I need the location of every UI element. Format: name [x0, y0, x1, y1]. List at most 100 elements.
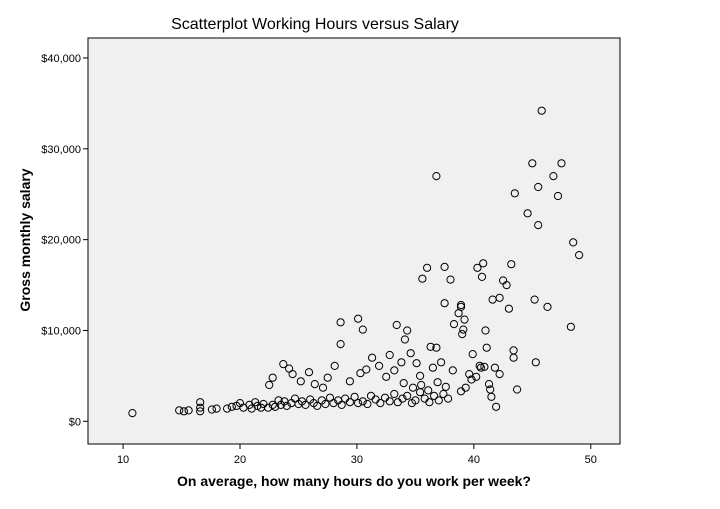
data-point [495, 293, 504, 302]
data-point [495, 370, 504, 379]
data-point [461, 383, 470, 392]
data-point [403, 391, 412, 400]
chart-title: Scatterplot Working Hours versus Salary [171, 16, 459, 33]
data-point [440, 299, 449, 308]
data-point [356, 369, 365, 378]
data-point [196, 398, 205, 407]
data-point [459, 325, 468, 334]
data-point [566, 322, 576, 331]
data-point [175, 406, 184, 415]
data-point [423, 263, 432, 272]
data-point [212, 404, 221, 413]
data-point [397, 358, 406, 367]
data-point [375, 361, 384, 370]
data-point [543, 302, 552, 311]
data-point [354, 399, 363, 408]
data-point [368, 353, 377, 362]
data-point [432, 343, 441, 352]
data-point [345, 398, 354, 407]
data-point [310, 380, 319, 389]
data-point [417, 380, 426, 390]
data-point [479, 259, 488, 268]
data-point [358, 397, 367, 406]
data-point [382, 372, 391, 381]
data-point [227, 402, 236, 411]
data-point [363, 399, 372, 409]
x-axis-label: On average, how many hours do you work p… [177, 473, 531, 489]
data-point [475, 361, 484, 370]
data-point [330, 361, 339, 370]
data-point [428, 363, 437, 372]
data-point [440, 262, 449, 271]
data-point [416, 371, 425, 380]
data-point [467, 375, 476, 384]
x-tick-label: 10 [117, 454, 129, 466]
x-tick-label: 20 [234, 454, 246, 466]
plot-area [87, 37, 621, 445]
data-point [418, 274, 427, 283]
data-point [318, 383, 328, 392]
data-point [385, 397, 394, 406]
data-point [406, 349, 415, 358]
data-point [403, 326, 412, 335]
data-point [301, 400, 310, 409]
data-point [345, 377, 354, 386]
data-point [358, 325, 367, 334]
data-point [398, 394, 407, 403]
data-point [575, 251, 584, 260]
data-point [196, 407, 205, 416]
data-point [549, 172, 558, 181]
data-point [509, 353, 518, 362]
data-point [411, 396, 420, 405]
data-point [408, 383, 418, 392]
data-point [376, 399, 385, 408]
data-point [282, 401, 291, 410]
data-point [537, 106, 546, 115]
y-tick-label: $30,000 [41, 144, 81, 156]
data-point [528, 159, 537, 168]
y-tick-label: $10,000 [41, 325, 81, 337]
y-tick-label: $40,000 [41, 53, 81, 65]
data-point [473, 263, 482, 272]
data-point [323, 373, 332, 382]
data-point [336, 340, 345, 349]
data-point [426, 342, 435, 351]
data-point [465, 370, 474, 379]
y-tick-label: $0 [69, 416, 81, 428]
data-point [456, 300, 466, 310]
data-point [385, 350, 394, 360]
data-point [321, 399, 330, 409]
y-axis-label: Gross monthly salary [17, 168, 33, 311]
data-point [487, 392, 496, 401]
data-point [477, 272, 487, 281]
data-point [265, 380, 274, 390]
data-point [412, 359, 421, 368]
data-point [350, 392, 359, 401]
data-point [439, 389, 448, 399]
data-point [279, 360, 288, 369]
data-point [288, 370, 297, 379]
data-point [223, 404, 232, 413]
data-point [296, 377, 305, 386]
data-point [313, 401, 322, 410]
data-point [530, 295, 539, 304]
data-point [432, 172, 441, 181]
data-point [534, 221, 543, 230]
data-point [557, 159, 566, 168]
x-tick-label: 50 [585, 454, 597, 466]
x-tick-label: 30 [351, 454, 363, 466]
data-point [392, 320, 401, 330]
data-point [337, 400, 346, 409]
data-point [482, 343, 491, 352]
data-point [268, 373, 277, 382]
data-point [534, 182, 543, 192]
data-point [196, 403, 205, 412]
data-point [336, 318, 345, 327]
data-point [553, 191, 563, 201]
data-point [510, 189, 519, 198]
data-point [362, 365, 371, 374]
data-point [268, 400, 277, 409]
data-point [502, 281, 511, 290]
